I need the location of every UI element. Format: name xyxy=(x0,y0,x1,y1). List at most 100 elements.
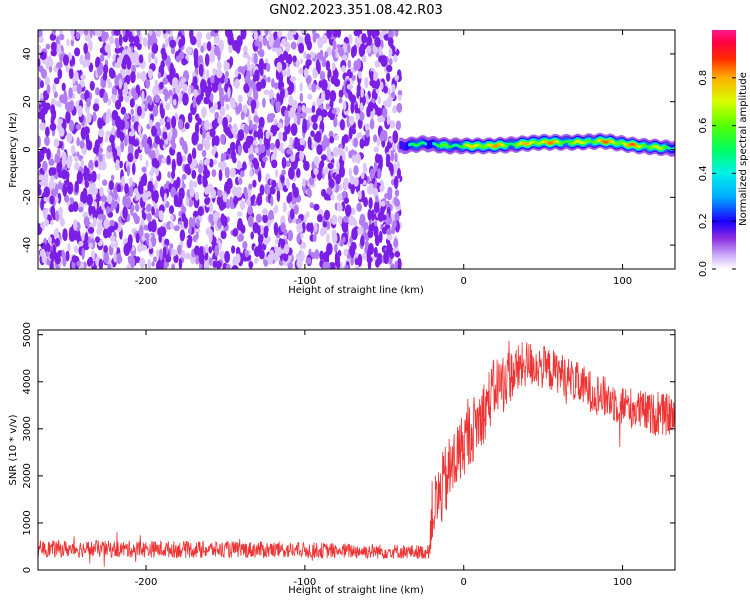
heatmap-noise-cell xyxy=(114,47,121,54)
heatmap-noise-cell xyxy=(332,146,339,157)
heatmap-signal-cell xyxy=(619,141,622,145)
heatmap-noise-cell xyxy=(351,75,356,81)
heatmap-noise-cell xyxy=(48,158,55,166)
heatmap-noise-cell xyxy=(122,88,129,96)
heatmap-noise-cell xyxy=(216,69,223,79)
heatmap-noise-cell xyxy=(110,174,115,181)
heatmap-noise-cell xyxy=(209,52,216,63)
heatmap-noise-cell xyxy=(134,149,139,160)
heatmap-signal-cell xyxy=(661,147,664,150)
colorbar-tick-label: 0.0 xyxy=(698,261,709,277)
heatmap-noise-cell xyxy=(272,147,278,158)
heatmap-noise-cell xyxy=(247,80,254,88)
heatmap-noise-cell xyxy=(204,243,209,254)
heatmap-signal-cell xyxy=(527,142,530,146)
heatmap-noise-cell xyxy=(322,166,329,176)
heatmap-noise-cell xyxy=(99,89,104,99)
heatmap-noise-cell xyxy=(283,228,288,236)
heatmap-noise-cell xyxy=(276,189,281,203)
heatmap-signal-cell xyxy=(445,143,448,147)
heatmap-noise-cell xyxy=(255,81,262,92)
heatmap-noise-cell xyxy=(201,108,206,119)
heatmap-noise-cell xyxy=(86,97,91,108)
heatmap-noise-cell xyxy=(130,206,134,216)
heatmap-noise-cell xyxy=(372,187,379,198)
heatmap-signal-cell xyxy=(442,143,445,146)
heatmap-noise-cell xyxy=(353,165,359,176)
heatmap-noise-cell xyxy=(319,49,324,61)
heatmap-noise-cell xyxy=(43,209,48,220)
heatmap-noise-cell xyxy=(191,169,197,179)
heatmap-noise-cell xyxy=(289,76,297,82)
heatmap-noise-cell xyxy=(289,106,296,118)
heatmap-noise-cell xyxy=(337,147,344,156)
heatmap-noise-cell xyxy=(128,177,133,187)
heatmap-noise-cell xyxy=(61,249,65,259)
heatmap-noise-cell xyxy=(192,216,197,227)
heatmap-signal-cell xyxy=(558,141,561,145)
heatmap-noise-cell xyxy=(139,257,146,269)
heatmap-noise-cell xyxy=(68,119,75,132)
heatmap-noise-cell xyxy=(118,94,124,103)
heatmap-signal-cell xyxy=(493,145,496,148)
heatmap-noise-cell xyxy=(237,94,243,103)
heatmap-noise-cell xyxy=(81,232,85,242)
heatmap-noise-cell xyxy=(191,147,197,160)
heatmap-signal-cell xyxy=(659,147,662,150)
heatmap-noise-cell xyxy=(45,243,51,252)
heatmap-noise-cell xyxy=(326,186,332,195)
heatmap-signal-cell xyxy=(501,143,504,147)
heatmap-noise-cell xyxy=(374,234,380,247)
heatmap-signal-cell xyxy=(438,144,441,148)
heatmap-signal-cell xyxy=(624,143,627,146)
heatmap-noise-cell xyxy=(262,36,268,47)
heatmap-noise-cell xyxy=(178,80,184,89)
heatmap-noise-cell xyxy=(176,176,181,188)
heatmap-noise-cell xyxy=(376,107,383,117)
heatmap-signal-cell xyxy=(631,142,634,146)
heatmap-noise-cell xyxy=(331,62,336,72)
heatmap-noise-cell xyxy=(358,190,362,200)
heatmap-signal-cell xyxy=(672,147,675,151)
heatmap-noise-cell xyxy=(136,71,141,80)
heatmap-noise-cell xyxy=(70,30,75,37)
heatmap-signal-cell xyxy=(478,143,481,147)
heatmap-signal-cell xyxy=(553,140,556,143)
heatmap-noise-cell xyxy=(328,178,335,189)
heatmap-signal-cell xyxy=(658,146,661,150)
heatmap-noise-cell xyxy=(320,154,327,161)
heatmap-signal-cell xyxy=(647,145,650,149)
heatmap-noise-cell xyxy=(195,113,200,121)
heatmap-noise-cell xyxy=(161,157,167,164)
heatmap-noise-cell xyxy=(352,154,356,164)
heatmap-noise-cell xyxy=(40,242,46,250)
heatmap-noise-cell xyxy=(344,204,352,217)
heatmap-noise-cell xyxy=(262,97,266,108)
heatmap-noise-cell xyxy=(137,123,142,135)
heatmap-noise-cell xyxy=(290,41,297,50)
heatmap-noise-cell xyxy=(195,95,202,105)
heatmap-noise-cell xyxy=(259,65,264,77)
heatmap-noise-cell xyxy=(72,201,79,212)
heatmap-noise-cell xyxy=(239,170,245,178)
heatmap-signal-cell xyxy=(450,145,453,149)
heatmap-signal-cell xyxy=(545,140,548,144)
heatmap-noise-cell xyxy=(316,144,323,156)
heatmap-noise-cell xyxy=(50,175,55,182)
heatmap-noise-cell xyxy=(220,215,225,224)
snr-y-tick-label: 2000 xyxy=(22,463,33,488)
heatmap-noise-cell xyxy=(61,94,68,105)
heatmap-noise-cell xyxy=(63,153,67,164)
heatmap-noise-cell xyxy=(335,256,340,264)
heatmap-signal-cell xyxy=(596,139,599,143)
heatmap-noise-cell xyxy=(276,92,281,101)
heatmap-noise-cell xyxy=(252,123,257,132)
heatmap-signal-cell xyxy=(433,142,436,146)
heatmap-noise-cell xyxy=(392,130,399,144)
heatmap-noise-cell xyxy=(334,243,338,253)
heatmap-noise-cell xyxy=(234,78,240,90)
heatmap-noise-cell xyxy=(268,33,274,45)
heatmap-noise-cell xyxy=(296,222,303,234)
heatmap-signal-cell xyxy=(487,143,490,147)
heatmap-noise-cell xyxy=(98,128,105,138)
